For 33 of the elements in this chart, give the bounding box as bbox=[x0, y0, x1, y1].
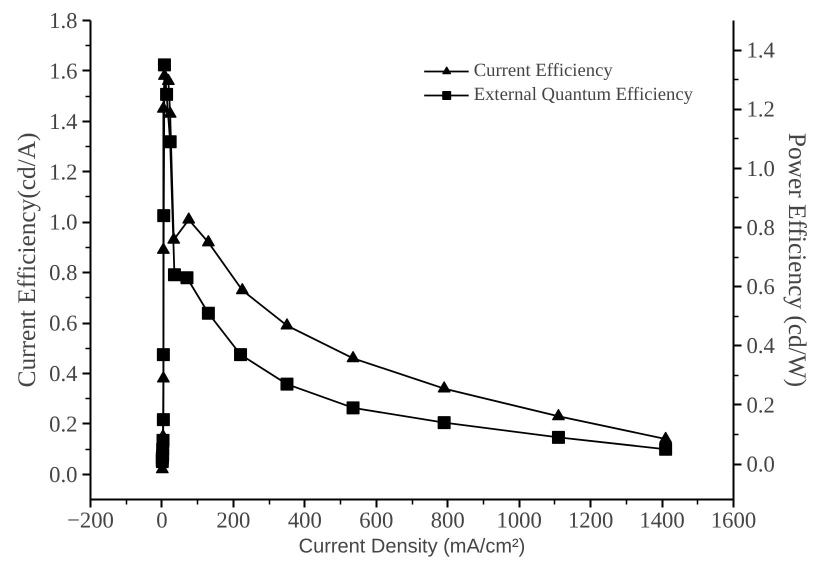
y-tick-label: 0.4 bbox=[49, 360, 78, 386]
x-axis-title: Current Density (mA/cm²) bbox=[298, 536, 526, 558]
y2-axis-title: Power Efficiency (cd/W) bbox=[782, 132, 811, 388]
x-tick-label: 200 bbox=[216, 508, 250, 532]
y2-tick-label: 1.2 bbox=[746, 96, 775, 122]
y-tick-label: 1.0 bbox=[49, 210, 78, 235]
y2-tick-label: 0.6 bbox=[746, 274, 775, 300]
legend-label: External Quantum Efficiency bbox=[474, 84, 693, 106]
y2-tick-label: 0.0 bbox=[746, 452, 775, 477]
x-tick-label: 1000 bbox=[496, 508, 542, 532]
x-tick-label: 400 bbox=[288, 508, 322, 532]
x-tick-label: 1600 bbox=[710, 508, 756, 532]
y-tick-label: 1.2 bbox=[49, 159, 78, 184]
y-tick-label: 0.0 bbox=[49, 462, 78, 487]
y-tick-label: 0.8 bbox=[49, 260, 78, 286]
y2-tick-label: 1.0 bbox=[746, 156, 775, 181]
y-axis-title: Current Efficiency(cd/A) bbox=[13, 132, 42, 388]
y2-tick-label: 1.4 bbox=[746, 38, 775, 63]
x-tick-label: −200 bbox=[67, 508, 114, 532]
y-tick-label: 0.6 bbox=[49, 310, 78, 336]
y2-tick-label: 0.4 bbox=[746, 333, 775, 358]
x-tick-label: 0 bbox=[156, 508, 168, 532]
x-tick-label: 600 bbox=[359, 508, 394, 532]
y-tick-label: 0.2 bbox=[49, 411, 78, 436]
y-tick-label: 1.8 bbox=[49, 8, 78, 33]
y-tick-label: 1.6 bbox=[49, 58, 78, 84]
x-tick-label: 1200 bbox=[568, 508, 614, 532]
y2-tick-label: 0.2 bbox=[746, 392, 775, 418]
x-tick-label: 1400 bbox=[639, 508, 685, 532]
y-tick-label: 1.4 bbox=[49, 108, 78, 134]
x-tick-label: 800 bbox=[430, 508, 465, 532]
y2-tick-label: 0.8 bbox=[746, 214, 775, 240]
legend-label: Current Efficiency bbox=[474, 60, 613, 82]
